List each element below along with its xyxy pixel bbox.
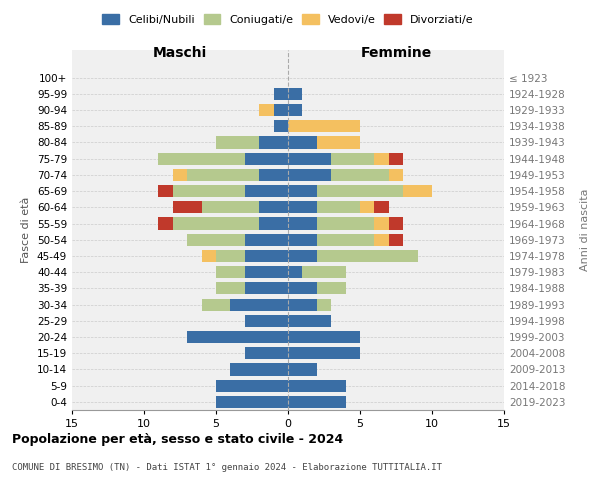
Bar [202,201,259,213]
Text: Femmine: Femmine [361,46,431,60]
Bar [230,298,288,310]
Bar [245,314,288,327]
Bar [259,201,288,213]
Bar [187,234,245,246]
Bar [187,331,288,343]
Bar [245,234,288,246]
Bar [216,380,288,392]
Text: COMUNE DI BRESIMO (TN) - Dati ISTAT 1° gennaio 2024 - Elaborazione TUTTITALIA.IT: COMUNE DI BRESIMO (TN) - Dati ISTAT 1° g… [12,462,442,471]
Bar [288,136,317,148]
Bar [245,266,288,278]
Bar [389,218,403,230]
Bar [288,298,317,310]
Bar [288,201,317,213]
Bar [288,282,317,294]
Bar [245,250,288,262]
Bar [288,104,302,116]
Bar [389,234,403,246]
Bar [245,282,288,294]
Bar [288,169,331,181]
Bar [173,169,187,181]
Legend: Celibi/Nubili, Coniugati/e, Vedovi/e, Divorziati/e: Celibi/Nubili, Coniugati/e, Vedovi/e, Di… [99,10,477,28]
Bar [331,169,389,181]
Bar [216,250,245,262]
Bar [288,218,317,230]
Bar [288,88,302,100]
Bar [288,364,317,376]
Bar [216,396,288,408]
Bar [230,364,288,376]
Bar [173,201,202,213]
Bar [158,152,245,164]
Bar [274,104,288,116]
Bar [317,136,360,148]
Bar [173,218,259,230]
Bar [259,104,274,116]
Bar [317,185,403,197]
Bar [202,298,230,310]
Bar [374,152,389,164]
Bar [403,185,432,197]
Bar [374,234,389,246]
Bar [389,152,403,164]
Bar [288,234,317,246]
Bar [288,314,331,327]
Bar [158,218,173,230]
Bar [288,347,360,360]
Bar [302,266,346,278]
Bar [331,152,374,164]
Y-axis label: Fasce di età: Fasce di età [22,197,31,263]
Y-axis label: Anni di nascita: Anni di nascita [580,188,590,271]
Bar [245,347,288,360]
Text: Popolazione per età, sesso e stato civile - 2024: Popolazione per età, sesso e stato civil… [12,432,343,446]
Bar [288,396,346,408]
Bar [317,282,346,294]
Bar [288,380,346,392]
Bar [259,218,288,230]
Bar [374,201,389,213]
Bar [288,120,360,132]
Bar [158,185,173,197]
Bar [288,185,317,197]
Bar [288,152,331,164]
Bar [317,234,374,246]
Bar [374,218,389,230]
Bar [216,282,245,294]
Bar [202,250,216,262]
Bar [274,120,288,132]
Bar [259,136,288,148]
Bar [216,136,259,148]
Bar [288,331,360,343]
Bar [360,201,374,213]
Bar [317,298,331,310]
Bar [317,250,418,262]
Bar [389,169,403,181]
Bar [288,250,317,262]
Bar [259,169,288,181]
Bar [274,88,288,100]
Bar [317,201,360,213]
Bar [245,152,288,164]
Bar [187,169,259,181]
Bar [317,218,374,230]
Bar [288,266,302,278]
Bar [216,266,245,278]
Text: Maschi: Maschi [153,46,207,60]
Bar [245,185,288,197]
Bar [173,185,245,197]
